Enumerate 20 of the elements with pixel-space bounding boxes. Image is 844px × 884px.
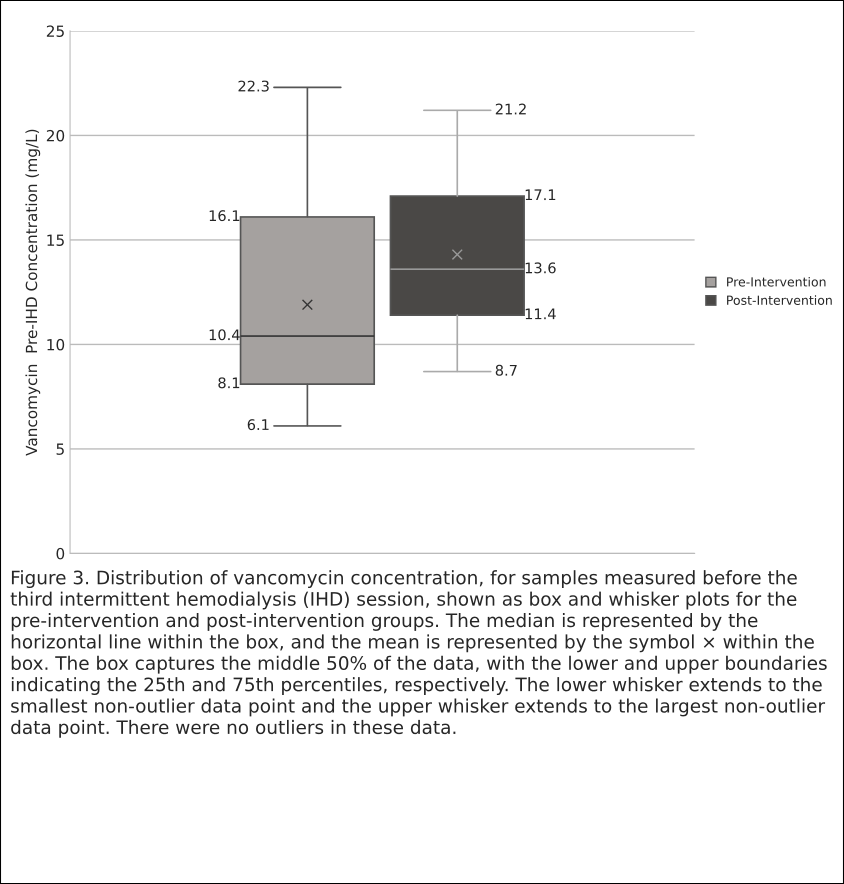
legend-label: Post-Intervention [727,295,832,305]
caption: Figure 3. Distribution of vancomycin concentration, for samples measured before the third intermittent hemodialysis (IHD) session, shown as box and whisker plots for the pre-intervention and post-intervention groups. The median is represented by the horizontal line within the box, and the mean is represented by the symbol × within the box. The box captures the middle 50% of the data, with the lower and upper boundaries indicating the 25th and 75th percentiles, respectively. The lower whisker extends to the smallest non-outlier data point and the upper whisker extends to the largest non-outlier data point. There were no outliers in these data. [10,570,827,738]
y-tick-label: 20 [46,130,64,142]
annotation: 8.7 [496,364,517,376]
annotation: 22.3 [238,80,269,92]
y-tick-label: 5 [56,444,64,455]
y-tick-label: 10 [47,338,64,350]
annotation: 16.1 [210,210,240,222]
y-tick-label: 15 [47,234,64,246]
annotation: 17.1 [526,189,556,200]
annotation: 10.4 [210,329,240,340]
annotation: 13.6 [526,262,556,274]
y-axis-title: Vancomycin Pre-IHD Concentration (mg/L) [25,130,40,456]
annotation: 6.1 [248,419,269,430]
y-tick-label: 0 [56,548,64,560]
y-tick-label: 25 [46,25,64,37]
annotation: 21.2 [496,104,526,114]
annotation: 11.4 [526,308,556,320]
legend-label: Pre-Intervention [727,276,826,287]
annotation: 8.1 [218,377,240,388]
